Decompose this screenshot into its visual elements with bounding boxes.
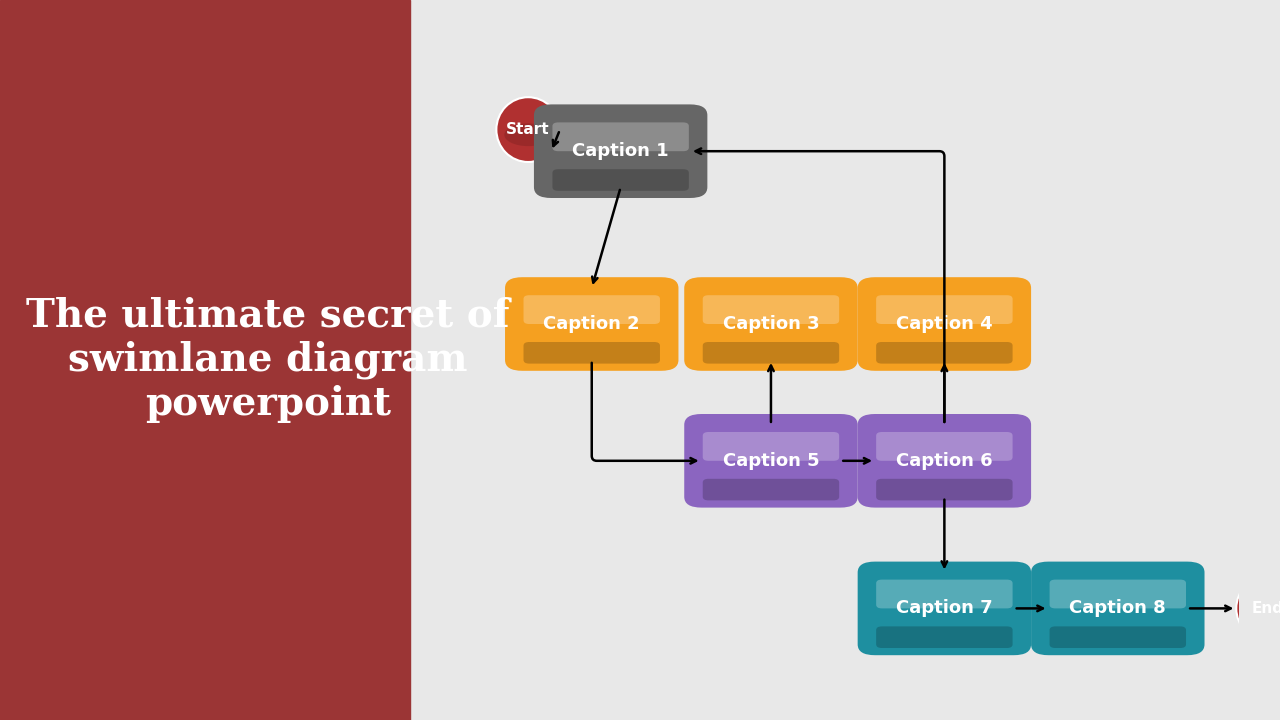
- Ellipse shape: [504, 123, 552, 146]
- FancyBboxPatch shape: [877, 295, 1012, 324]
- FancyBboxPatch shape: [534, 104, 708, 198]
- FancyBboxPatch shape: [858, 277, 1032, 371]
- FancyBboxPatch shape: [877, 342, 1012, 364]
- FancyBboxPatch shape: [858, 414, 1032, 508]
- Text: Caption 1: Caption 1: [572, 143, 669, 161]
- FancyBboxPatch shape: [877, 479, 1012, 500]
- Text: Caption 3: Caption 3: [723, 315, 819, 333]
- FancyBboxPatch shape: [703, 479, 840, 500]
- Text: Caption 2: Caption 2: [544, 315, 640, 333]
- FancyBboxPatch shape: [877, 580, 1012, 608]
- Ellipse shape: [1236, 576, 1280, 641]
- FancyBboxPatch shape: [685, 414, 858, 508]
- Text: End: End: [1252, 601, 1280, 616]
- FancyBboxPatch shape: [685, 277, 858, 371]
- FancyBboxPatch shape: [506, 277, 678, 371]
- FancyBboxPatch shape: [703, 432, 840, 461]
- FancyBboxPatch shape: [553, 169, 689, 191]
- Text: Caption 4: Caption 4: [896, 315, 993, 333]
- FancyBboxPatch shape: [524, 295, 660, 324]
- Ellipse shape: [497, 97, 559, 162]
- FancyBboxPatch shape: [703, 342, 840, 364]
- Text: Caption 7: Caption 7: [896, 599, 993, 618]
- Text: Caption 6: Caption 6: [896, 452, 993, 470]
- FancyBboxPatch shape: [877, 432, 1012, 461]
- FancyBboxPatch shape: [1050, 626, 1187, 648]
- FancyBboxPatch shape: [1032, 562, 1204, 655]
- Text: Start: Start: [507, 122, 550, 137]
- FancyBboxPatch shape: [877, 626, 1012, 648]
- Text: Caption 5: Caption 5: [723, 452, 819, 470]
- FancyBboxPatch shape: [1050, 580, 1187, 608]
- FancyBboxPatch shape: [703, 295, 840, 324]
- Ellipse shape: [1244, 602, 1280, 625]
- Text: The ultimate secret of
swimlane diagram
powerpoint: The ultimate secret of swimlane diagram …: [27, 297, 509, 423]
- FancyBboxPatch shape: [553, 122, 689, 151]
- FancyBboxPatch shape: [858, 562, 1032, 655]
- FancyBboxPatch shape: [524, 342, 660, 364]
- Text: Caption 8: Caption 8: [1069, 599, 1166, 618]
